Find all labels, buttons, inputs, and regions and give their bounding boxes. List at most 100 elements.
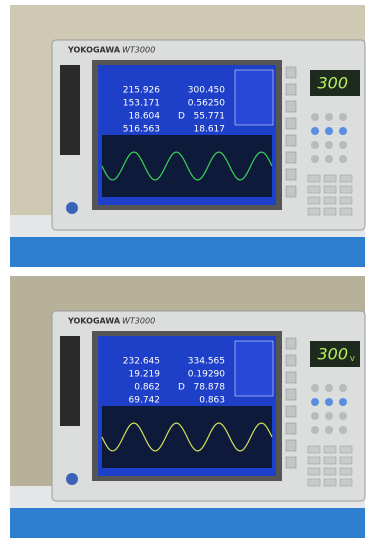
scene: YOKOGAWAWT3000215.926153.17118.604516.56… [0, 0, 369, 544]
marker: D [178, 383, 185, 393]
key [308, 457, 320, 464]
key [339, 141, 347, 149]
left-panel [60, 336, 80, 426]
key [324, 468, 336, 475]
soft-key [286, 101, 296, 112]
key [339, 412, 347, 420]
key [308, 197, 320, 204]
key [340, 175, 352, 182]
soft-key [286, 372, 296, 383]
key [340, 468, 352, 475]
key [324, 208, 336, 215]
reading: 18.617 [194, 125, 226, 135]
key [339, 384, 347, 392]
side-panel [235, 341, 273, 396]
soft-key [286, 186, 296, 197]
reading: 0.56250 [188, 99, 225, 109]
key [339, 113, 347, 121]
soft-key [286, 355, 296, 366]
key [311, 141, 319, 149]
key [325, 127, 333, 135]
marker: D [178, 112, 185, 122]
power-button [66, 473, 78, 485]
side-panel [235, 70, 273, 125]
key [324, 197, 336, 204]
soft-key [286, 338, 296, 349]
key [311, 127, 319, 135]
key [324, 175, 336, 182]
reading: 334.565 [188, 357, 225, 367]
reading: 69.742 [129, 396, 161, 406]
soft-key [286, 457, 296, 468]
led-unit: V [350, 355, 355, 363]
soft-key [286, 169, 296, 180]
soft-key [286, 152, 296, 163]
key [339, 398, 347, 406]
reading: 232.645 [123, 357, 160, 367]
soft-key [286, 135, 296, 146]
key [325, 398, 333, 406]
reading: 78.878 [194, 383, 226, 393]
shelf [10, 233, 365, 267]
key [311, 412, 319, 420]
key [325, 384, 333, 392]
shelf [10, 504, 365, 538]
soft-key [286, 389, 296, 400]
key [325, 141, 333, 149]
key [340, 186, 352, 193]
key [324, 186, 336, 193]
key [308, 479, 320, 486]
key [339, 127, 347, 135]
reading: 516.563 [123, 125, 160, 135]
led-value: 300 [317, 74, 348, 93]
key [340, 208, 352, 215]
key [311, 113, 319, 121]
reading: 153.171 [123, 99, 160, 109]
key [308, 446, 320, 453]
reading: 18.604 [129, 112, 161, 122]
reading: 215.926 [123, 86, 160, 96]
reading: 0.19290 [188, 370, 225, 380]
key [325, 113, 333, 121]
key [311, 384, 319, 392]
soft-key [286, 67, 296, 78]
key [308, 175, 320, 182]
led-value: 300 [317, 345, 348, 364]
key [325, 426, 333, 434]
key [308, 208, 320, 215]
power-button [66, 202, 78, 214]
key [308, 186, 320, 193]
key [308, 468, 320, 475]
key [340, 197, 352, 204]
key [311, 155, 319, 163]
key [340, 457, 352, 464]
key [324, 446, 336, 453]
key [340, 479, 352, 486]
left-panel [60, 65, 80, 155]
key [339, 155, 347, 163]
reading: 0.862 [134, 383, 160, 393]
reading: 19.219 [129, 370, 161, 380]
soft-key [286, 118, 296, 129]
brand: YOKOGAWA [67, 46, 121, 55]
reading: 55.771 [194, 112, 226, 122]
key [340, 446, 352, 453]
soft-key [286, 84, 296, 95]
reading: 300.450 [188, 86, 225, 96]
key [324, 479, 336, 486]
soft-key [286, 423, 296, 434]
key [311, 398, 319, 406]
reading: 0.863 [199, 396, 225, 406]
model: WT3000 [122, 46, 155, 55]
soft-key [286, 440, 296, 451]
key [325, 412, 333, 420]
key [324, 457, 336, 464]
key [339, 426, 347, 434]
brand: YOKOGAWA [67, 317, 121, 326]
key [325, 155, 333, 163]
soft-key [286, 406, 296, 417]
model: WT3000 [122, 317, 155, 326]
key [311, 426, 319, 434]
